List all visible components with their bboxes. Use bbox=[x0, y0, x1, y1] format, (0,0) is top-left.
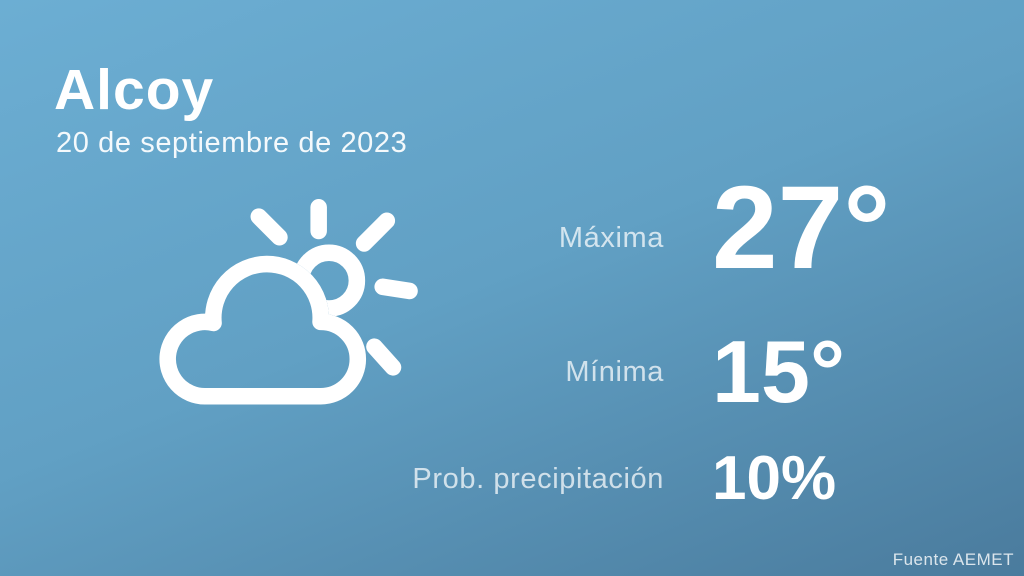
partly-cloudy-icon bbox=[139, 198, 424, 430]
max-temp-label: Máxima bbox=[558, 222, 664, 254]
min-temp-value: 15° bbox=[712, 322, 846, 421]
cloud-icon bbox=[159, 255, 366, 405]
location-title: Alcoy bbox=[54, 58, 215, 122]
sun-icon bbox=[250, 199, 418, 376]
source-attribution: Fuente AEMET bbox=[892, 550, 1014, 569]
forecast-date: 20 de septiembre de 2023 bbox=[56, 127, 408, 159]
min-temp-label: Mínima bbox=[565, 356, 664, 388]
precipitation-value: 10% bbox=[712, 444, 837, 513]
precipitation-label: Prob. precipitación bbox=[412, 463, 664, 495]
max-temp-value: 27° bbox=[712, 162, 891, 294]
